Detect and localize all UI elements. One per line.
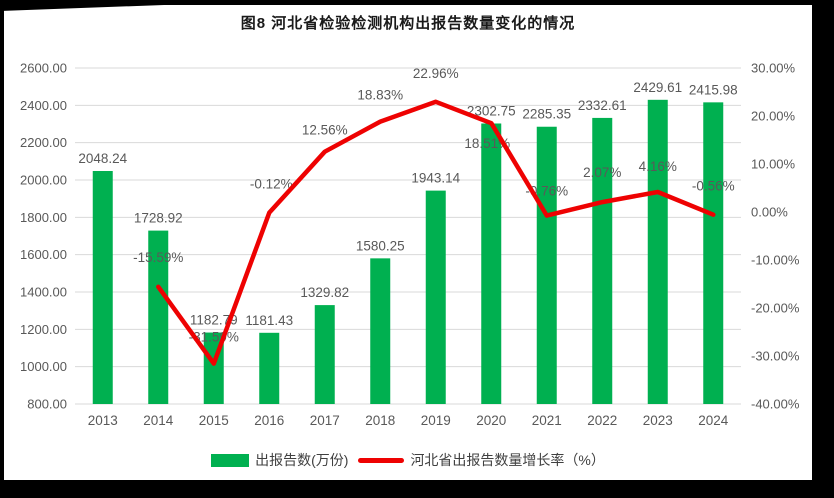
legend-line-label: 河北省出报告数量增长率（%）: [410, 452, 605, 468]
growth-rate-label: -0.56%: [692, 179, 735, 194]
growth-rate-label: 18.51%: [464, 136, 510, 151]
x-axis-category-label: 2013: [88, 413, 118, 428]
growth-rate-label: 18.83%: [357, 88, 403, 103]
left-axis-tick-label: 2400.00: [20, 98, 67, 113]
right-axis-tick-label: -10.00%: [751, 253, 800, 268]
bar-value-label: 2415.98: [689, 82, 738, 97]
growth-rate-label: 12.56%: [302, 123, 348, 138]
x-axis-category-label: 2016: [254, 413, 284, 428]
growth-rate-label: -0.12%: [250, 177, 293, 192]
report-count-bar: [481, 123, 502, 404]
report-count-bar: [370, 258, 391, 404]
growth-rate-line: [156, 99, 716, 366]
right-axis-tick-label: 0.00%: [751, 205, 788, 220]
left-axis-tick-label: 1600.00: [20, 247, 67, 262]
x-axis-category-label: 2017: [310, 413, 340, 428]
report-count-bar: [148, 230, 169, 404]
left-axis-tick-label: 1400.00: [20, 285, 67, 300]
report-count-bar: [592, 117, 613, 404]
right-axis-tick-label: -20.00%: [751, 301, 800, 316]
legend-bar-swatch-icon: [211, 453, 250, 467]
bar-value-label: 2285.35: [522, 107, 571, 122]
report-count-bar: [425, 190, 446, 404]
chart-canvas: 800.00 1000.00 1200.00 1400.00 1600.00 1800.0…: [20, 61, 800, 429]
chart-title: 图8 河北省检验检测机构出报告数量变化的情况: [240, 15, 576, 32]
x-axis-category-label: 2019: [421, 413, 451, 428]
left-axis-tick-label: 800.00: [27, 397, 67, 412]
report-count-bar: [703, 102, 724, 404]
chart-panel: 图8 河北省检验检测机构出报告数量变化的情况 800.00 1000.00 1200…: [4, 5, 812, 480]
bar-value-label: 2332.61: [578, 98, 627, 113]
bar-value-label: 2048.24: [78, 151, 127, 166]
left-axis-tick-label: 2600.00: [20, 61, 67, 76]
report-count-bar: [536, 126, 557, 404]
right-axis-tick-label: 20.00%: [751, 109, 796, 124]
left-axis-tick-label: 1800.00: [20, 210, 67, 225]
x-axis-category-label: 2014: [143, 413, 174, 428]
x-axis-category-label: 2022: [587, 413, 617, 428]
x-axis-category-label: 2015: [199, 413, 229, 428]
legend-bar-label: 出报告数(万份): [255, 452, 349, 468]
x-axis-category-label: 2021: [532, 413, 562, 428]
left-axis-tick-label: 1000.00: [20, 359, 67, 374]
bar-value-label: 1728.92: [134, 211, 183, 226]
chart-legend: 出报告数(万份) 河北省出报告数量增长率（%）: [4, 450, 812, 470]
growth-rate-label: 4.16%: [639, 159, 677, 174]
right-axis-tick-label: -30.00%: [751, 349, 800, 364]
bar-value-label: 1181.43: [245, 313, 293, 328]
left-axis-tick-label: 2200.00: [20, 135, 67, 150]
right-axis-tick-label: 30.00%: [751, 61, 796, 76]
bar-value-label: 1580.25: [356, 238, 405, 253]
right-axis-tick-label: 10.00%: [751, 157, 796, 172]
growth-rate-label: 22.96%: [413, 66, 459, 81]
bar-value-label: 2429.61: [633, 80, 682, 95]
x-axis-category-label: 2018: [365, 413, 395, 428]
bar-value-label: 1182.79: [190, 313, 238, 328]
report-count-bar: [92, 170, 113, 404]
x-axis-category-label: 2024: [698, 413, 729, 428]
growth-rate-label: 2.07%: [583, 165, 621, 180]
report-count-bar: [647, 99, 668, 404]
left-axis-tick-label: 1200.00: [20, 322, 67, 337]
x-axis-category-label: 2020: [476, 413, 506, 428]
report-count-bar: [314, 305, 335, 404]
right-axis-tick-label: -40.00%: [751, 397, 800, 412]
bar-value-label: 2302.75: [467, 103, 516, 118]
x-axis-category-label: 2023: [643, 413, 673, 428]
left-axis-tick-label: 2000.00: [20, 173, 67, 188]
bar-value-label: 1943.14: [411, 171, 460, 186]
report-count-bar: [259, 332, 280, 404]
legend-line-swatch-icon: [358, 457, 405, 463]
growth-rate-label: -15.59%: [133, 250, 183, 265]
bar-value-label: 1329.82: [300, 285, 349, 300]
